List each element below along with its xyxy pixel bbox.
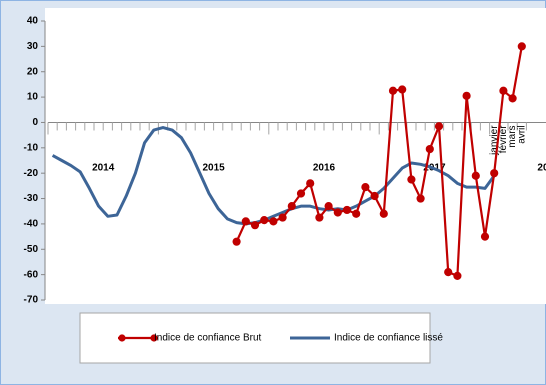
series-marker	[287, 202, 296, 211]
series-marker	[434, 122, 444, 131]
x-tick-label: janvier	[489, 125, 500, 156]
series-marker	[379, 209, 388, 218]
series-marker	[453, 271, 462, 281]
y-tick-label: -30	[24, 193, 39, 204]
x-group-label: 2015	[202, 163, 225, 174]
series-marker	[398, 85, 407, 94]
series-marker	[342, 205, 352, 215]
x-group-label: 2014	[92, 163, 115, 174]
series-marker	[260, 216, 269, 225]
y-tick-label: -60	[24, 269, 39, 280]
series-marker	[407, 175, 416, 184]
series-marker	[250, 221, 260, 230]
legend-marker	[118, 334, 126, 342]
series-marker	[388, 86, 398, 95]
series-marker	[241, 217, 250, 226]
series-marker	[471, 171, 480, 180]
series-marker	[517, 42, 526, 51]
series-marker	[462, 91, 471, 100]
x-group-label: 2018	[537, 163, 546, 174]
legend-label: Indice de confiance lissé	[334, 333, 443, 344]
series-marker	[324, 202, 333, 211]
series-marker	[315, 213, 324, 222]
series-marker	[296, 189, 306, 198]
plot-area	[45, 8, 546, 304]
y-tick-label: 20	[27, 66, 39, 77]
series-marker	[425, 144, 434, 154]
series-marker	[269, 217, 278, 226]
x-group-label: 2016	[313, 163, 336, 174]
y-tick-label: -10	[24, 142, 39, 153]
y-tick-label: -70	[24, 295, 39, 306]
series-marker	[370, 191, 379, 201]
y-tick-label: 0	[32, 117, 38, 128]
series-marker	[490, 169, 499, 178]
series-marker	[361, 183, 370, 192]
series-marker	[499, 86, 508, 95]
series-marker	[333, 208, 342, 217]
series-marker	[444, 268, 453, 277]
series-line	[51, 126, 496, 226]
series-marker	[306, 179, 315, 188]
series-marker	[508, 94, 517, 103]
x-tick-label: avril	[516, 125, 527, 143]
series-marker	[352, 209, 361, 218]
y-tick-label: -40	[24, 219, 39, 230]
series-marker	[480, 232, 490, 241]
series-marker	[232, 237, 241, 246]
y-tick-label: 40	[27, 16, 39, 27]
series-marker	[416, 194, 425, 203]
legend-label: Indice de confiance Brut	[154, 333, 262, 344]
x-tick-label: mars	[507, 125, 518, 147]
y-tick-label: 10	[27, 92, 39, 103]
y-tick-label: -50	[24, 244, 39, 255]
y-tick-label: -20	[24, 168, 39, 179]
series-marker	[278, 213, 287, 222]
x-tick-label: février	[498, 125, 509, 153]
legend-marker	[150, 334, 158, 342]
y-tick-label: 30	[27, 41, 39, 52]
